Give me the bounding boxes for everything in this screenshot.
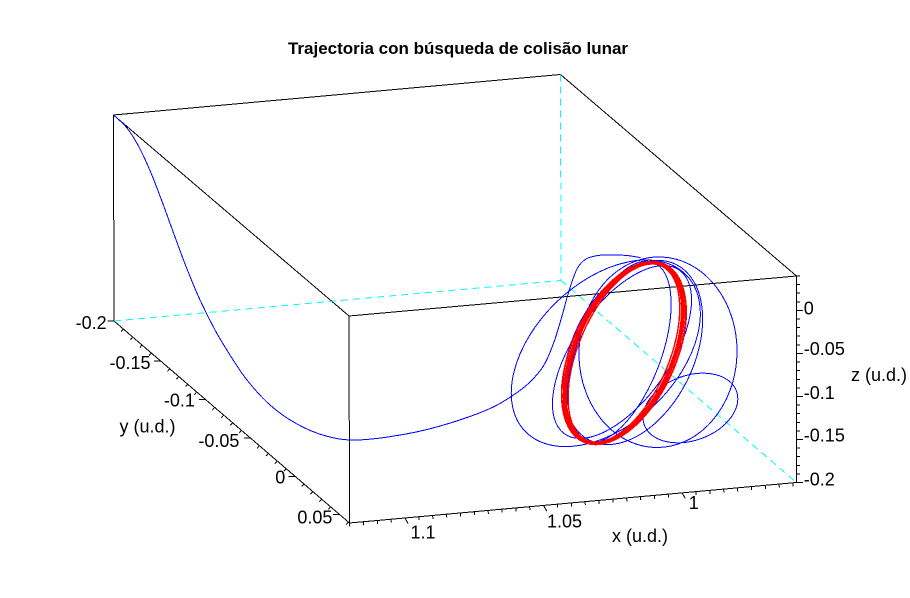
svg-text:-0.05: -0.05 [198,431,239,451]
svg-text:z (u.d.): z (u.d.) [851,365,907,385]
svg-text:y (u.d.): y (u.d.) [119,416,175,436]
svg-text:1: 1 [689,493,699,513]
svg-text:Trajectoria con búsqueda de co: Trajectoria con búsqueda de colisão luna… [288,39,628,58]
svg-text:-0.15: -0.15 [804,426,845,446]
svg-text:-0.15: -0.15 [109,353,150,373]
svg-text:-0.1: -0.1 [804,383,835,403]
svg-text:0.05: 0.05 [297,508,332,528]
svg-text:-0.1: -0.1 [164,390,195,410]
svg-text:-0.05: -0.05 [804,339,845,359]
svg-text:1.1: 1.1 [410,523,435,543]
svg-text:x (u.d.): x (u.d.) [612,526,668,546]
svg-text:0: 0 [275,468,285,488]
svg-text:1.05: 1.05 [547,512,582,532]
svg-text:0: 0 [804,299,814,319]
svg-text:-0.2: -0.2 [804,470,835,490]
svg-text:-0.2: -0.2 [76,313,107,333]
